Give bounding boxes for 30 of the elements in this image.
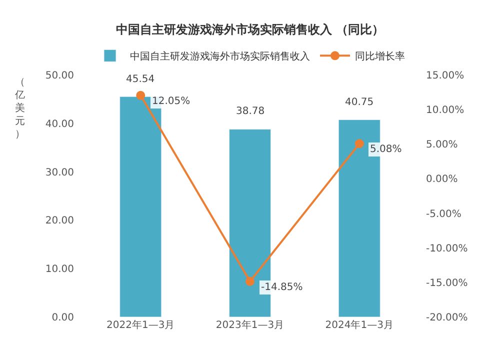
- y-tick-label: 10.00: [45, 264, 74, 276]
- y2-tick-label: 10.00%: [426, 105, 464, 116]
- x-tick-label: 2022年1—3月: [106, 319, 175, 331]
- x-tick-label: 2023年1—3月: [216, 319, 284, 331]
- y-axis-title: （亿美元）: [14, 77, 25, 140]
- y-tick-label: 50.00: [45, 70, 74, 82]
- point: [136, 90, 146, 100]
- y2-tick-label: -15.00%: [426, 278, 468, 289]
- data-label: 5.08%: [370, 144, 402, 155]
- legend-label: 中国自主研发游戏海外市场实际销售收入: [130, 50, 310, 63]
- y2-tick-label: -10.00%: [426, 243, 468, 254]
- point: [246, 276, 254, 286]
- x-tick-label: 2024年1—3月: [325, 319, 394, 331]
- data-label: 38.78: [236, 106, 265, 117]
- y2-tick-label: -5.00%: [426, 208, 462, 220]
- data-label: 12.05%: [152, 96, 190, 107]
- y2-tick-label: -20.00%: [426, 312, 468, 324]
- data-label: -14.85%: [261, 282, 303, 293]
- data-label: 45.54: [126, 74, 155, 85]
- y-tick-label: 20.00: [45, 216, 74, 227]
- data-label: 40.75: [345, 97, 374, 108]
- y2-tick-label: 0.00%: [426, 174, 458, 186]
- point: [354, 139, 364, 148]
- legend-label: 同比增长率: [355, 50, 405, 63]
- y-tick-label: 30.00: [45, 167, 74, 178]
- y2-tick-label: 15.00%: [426, 70, 464, 82]
- y-tick-label: 0.00: [52, 312, 74, 324]
- y2-tick-label: 5.00%: [426, 140, 458, 151]
- chart-title: 中国自主研发游戏海外市场实际销售收入 （同比）: [116, 22, 384, 37]
- y-tick-label: 40.00: [45, 118, 74, 130]
